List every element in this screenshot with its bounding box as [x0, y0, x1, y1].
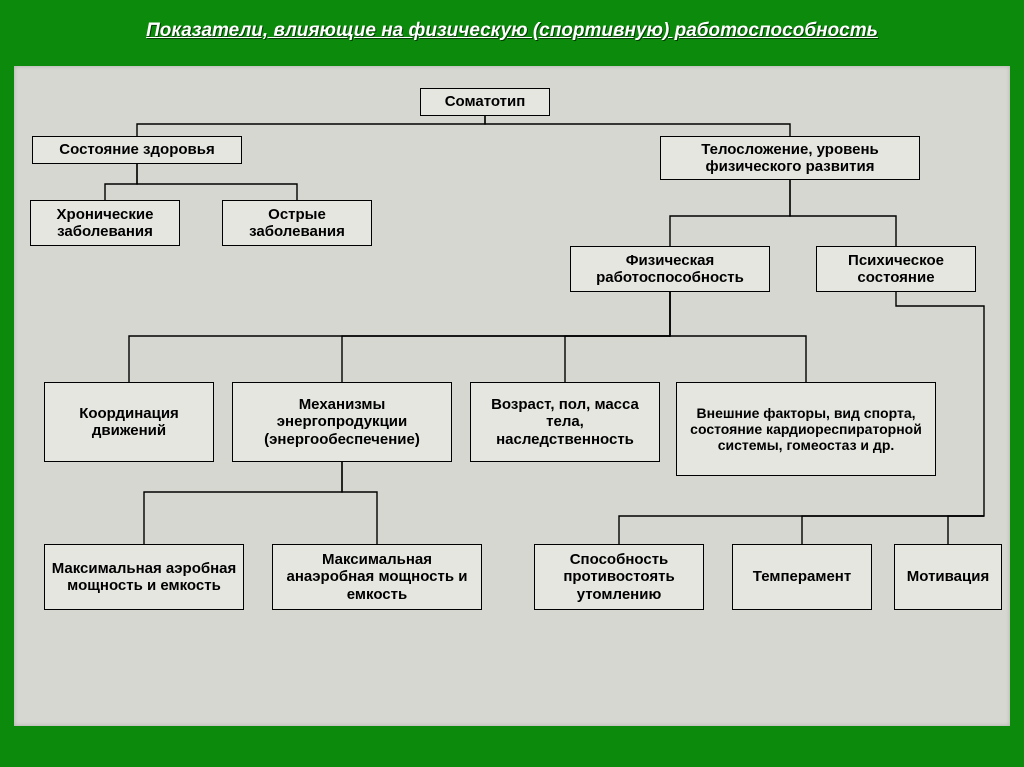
edge-energy-aerobic [144, 462, 342, 544]
edge-somatotype-health [137, 116, 485, 136]
node-psych: Психическое состояние [816, 246, 976, 292]
node-health: Состояние здоровья [32, 136, 242, 164]
edge-energy-anaerobic [342, 462, 377, 544]
node-physique: Телосложение, уровень физического развит… [660, 136, 920, 180]
edge-phys_work-coord [129, 292, 670, 382]
node-age: Возраст, пол, масса тела, наследственнос… [470, 382, 660, 462]
node-acute: Острые заболевания [222, 200, 372, 246]
node-anaerobic: Максимальная анаэробная мощность и емкос… [272, 544, 482, 610]
node-chronic: Хронические заболевания [30, 200, 180, 246]
edge-health-chronic [105, 164, 137, 200]
node-aerobic: Максимальная аэробная мощность и емкость [44, 544, 244, 610]
diagram-canvas: Соматотип Состояние здоровья Телосложение,… [14, 66, 1010, 726]
slide-title: Показатели, влияющие на физическую (спор… [0, 20, 1024, 42]
node-external: Внешние факторы, вид спорта, состояние к… [676, 382, 936, 476]
node-somatotype: Соматотип [420, 88, 550, 116]
edge-phys_work-external [670, 292, 806, 382]
edge-phys_work-age [565, 292, 670, 382]
edge-psych-motiv [948, 516, 984, 544]
node-fatigue: Способность противостоять утомлению [534, 544, 704, 610]
edge-physique-phys_work [670, 180, 790, 246]
node-phys_work: Физическая работоспособность [570, 246, 770, 292]
edge-phys_work-energy [342, 292, 670, 382]
node-coord: Координация движений [44, 382, 214, 462]
node-energy: Механизмы энергопродукции (энергообеспеч… [232, 382, 452, 462]
slide-outer: Показатели, влияющие на физическую (спор… [0, 0, 1024, 767]
edge-health-acute [137, 164, 297, 200]
edge-physique-psych [790, 180, 896, 246]
edge-psych-temper [802, 516, 984, 544]
node-temper: Темперамент [732, 544, 872, 610]
node-motiv: Мотивация [894, 544, 1002, 610]
edge-somatotype-physique [485, 116, 790, 136]
